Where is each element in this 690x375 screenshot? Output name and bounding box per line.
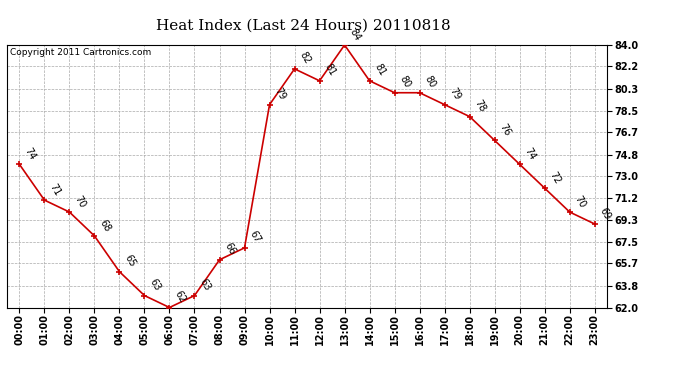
Text: 74: 74 xyxy=(522,146,538,162)
Text: 78: 78 xyxy=(473,98,487,114)
Text: 68: 68 xyxy=(97,217,112,233)
Text: 70: 70 xyxy=(72,194,87,209)
Text: 69: 69 xyxy=(598,206,612,221)
Text: 63: 63 xyxy=(147,277,162,293)
Text: 81: 81 xyxy=(322,62,337,78)
Text: 74: 74 xyxy=(22,146,37,162)
Text: 62: 62 xyxy=(172,289,187,305)
Text: 82: 82 xyxy=(297,50,312,66)
Text: 71: 71 xyxy=(47,182,62,197)
Text: Heat Index (Last 24 Hours) 20110818: Heat Index (Last 24 Hours) 20110818 xyxy=(157,19,451,33)
Text: 67: 67 xyxy=(247,230,262,245)
Text: Copyright 2011 Cartronics.com: Copyright 2011 Cartronics.com xyxy=(10,48,151,57)
Text: 65: 65 xyxy=(122,253,137,269)
Text: 80: 80 xyxy=(397,74,412,90)
Text: 84: 84 xyxy=(347,27,362,42)
Text: 70: 70 xyxy=(573,194,587,209)
Text: 80: 80 xyxy=(422,74,437,90)
Text: 79: 79 xyxy=(447,86,462,102)
Text: 72: 72 xyxy=(547,170,562,185)
Text: 63: 63 xyxy=(197,277,212,293)
Text: 79: 79 xyxy=(273,86,287,102)
Text: 66: 66 xyxy=(222,242,237,257)
Text: 76: 76 xyxy=(497,122,512,138)
Text: 81: 81 xyxy=(373,62,387,78)
